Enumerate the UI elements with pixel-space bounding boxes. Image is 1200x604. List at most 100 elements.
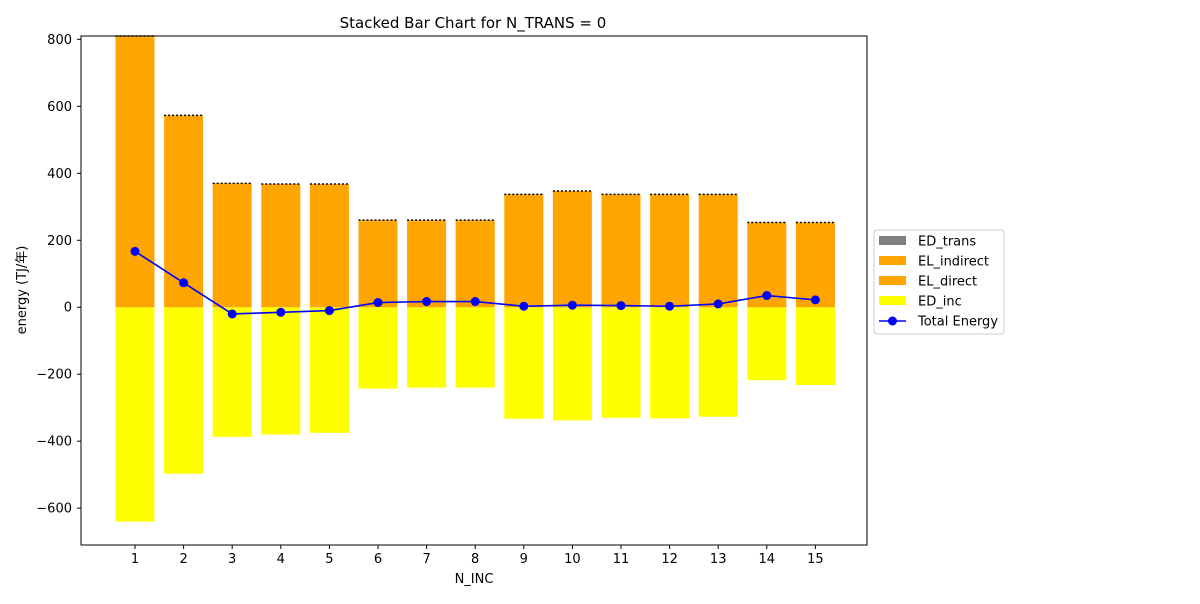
total-energy-point bbox=[810, 295, 820, 305]
x-tick-label: 10 bbox=[564, 552, 581, 567]
bar-ed-inc bbox=[504, 307, 544, 419]
x-tick-label: 1 bbox=[131, 552, 139, 567]
legend-label: ED_trans bbox=[918, 235, 976, 250]
bar-el-direct bbox=[261, 185, 301, 308]
total-energy-point bbox=[616, 301, 626, 311]
total-energy-point bbox=[130, 246, 140, 256]
bar-el-indirect bbox=[552, 191, 592, 193]
bar-el-direct bbox=[601, 195, 641, 308]
bar-el-indirect bbox=[504, 194, 544, 196]
legend-marker bbox=[888, 316, 897, 326]
x-tick-label: 15 bbox=[807, 552, 824, 567]
bar-ed-inc bbox=[164, 307, 204, 474]
bar-el-indirect bbox=[358, 220, 398, 222]
bar-ed-inc bbox=[309, 307, 349, 433]
bar-el-direct bbox=[407, 221, 447, 308]
x-tick-label: 9 bbox=[520, 552, 528, 567]
x-tick-label: 5 bbox=[325, 552, 333, 567]
bar-el-indirect bbox=[650, 194, 690, 196]
bar-el-direct bbox=[795, 223, 835, 308]
bar-el-indirect bbox=[407, 220, 447, 222]
bar-el-direct bbox=[455, 221, 495, 308]
bar-ed-inc bbox=[407, 307, 447, 388]
total-energy-point bbox=[227, 309, 237, 319]
x-tick-label: 7 bbox=[422, 552, 430, 567]
y-tick-label: −200 bbox=[36, 368, 72, 383]
bar-el-direct bbox=[552, 192, 592, 308]
bar-el-indirect bbox=[698, 194, 738, 196]
legend-swatch bbox=[879, 256, 906, 265]
total-energy-point bbox=[519, 301, 529, 311]
y-tick-label: 200 bbox=[47, 234, 72, 249]
legend-label: EL_indirect bbox=[918, 255, 989, 270]
bar-el-direct bbox=[650, 195, 690, 308]
bar-ed-inc bbox=[601, 307, 641, 418]
bar-el-direct bbox=[698, 195, 738, 308]
bar-el-direct bbox=[309, 185, 349, 308]
x-tick-label: 13 bbox=[710, 552, 727, 567]
plot-frame bbox=[80, 35, 868, 546]
bar-ed-inc bbox=[455, 307, 495, 388]
x-tick-label: 8 bbox=[471, 552, 479, 567]
bar-ed-inc bbox=[747, 307, 787, 381]
legend-label: EL_direct bbox=[918, 275, 977, 290]
x-tick-label: 11 bbox=[613, 552, 630, 567]
bar-ed-inc bbox=[698, 307, 738, 417]
bars-layer bbox=[115, 35, 835, 522]
y-tick-label: 400 bbox=[47, 167, 72, 182]
bar-el-indirect bbox=[115, 36, 155, 38]
legend-swatch bbox=[879, 276, 906, 285]
total-energy-point bbox=[470, 297, 480, 307]
x-tick-label: 3 bbox=[228, 552, 236, 567]
bar-ed-inc bbox=[552, 307, 592, 421]
bar-el-indirect bbox=[212, 183, 252, 185]
line-layer bbox=[130, 246, 820, 319]
bar-ed-inc bbox=[795, 307, 835, 385]
x-tick-label: 14 bbox=[759, 552, 776, 567]
total-energy-point bbox=[179, 278, 189, 288]
bar-el-indirect bbox=[747, 222, 787, 224]
total-energy-point bbox=[324, 306, 334, 316]
bar-el-direct bbox=[358, 221, 398, 308]
bar-ed-inc bbox=[212, 307, 252, 437]
total-energy-point bbox=[276, 307, 286, 317]
x-tick-label: 2 bbox=[179, 552, 187, 567]
total-energy-point bbox=[665, 301, 675, 311]
bar-el-indirect bbox=[795, 222, 835, 224]
bar-ed-inc bbox=[115, 307, 155, 522]
legend-swatch bbox=[879, 296, 906, 305]
bar-el-indirect bbox=[455, 220, 495, 222]
bar-el-direct bbox=[164, 116, 204, 308]
bar-ed-inc bbox=[650, 307, 690, 419]
y-tick-label: 0 bbox=[64, 301, 72, 316]
bar-el-indirect bbox=[309, 184, 349, 186]
total-energy-point bbox=[373, 298, 383, 308]
total-energy-point bbox=[567, 300, 577, 310]
legend-label: Total Energy bbox=[917, 315, 998, 330]
legend-swatch bbox=[879, 236, 906, 245]
bar-el-indirect bbox=[601, 194, 641, 196]
bar-ed-inc bbox=[261, 307, 301, 435]
x-tick-label: 12 bbox=[661, 552, 678, 567]
bar-el-direct bbox=[115, 37, 155, 308]
y-tick-label: −400 bbox=[36, 435, 72, 450]
bar-el-indirect bbox=[164, 115, 204, 117]
y-tick-label: 600 bbox=[47, 100, 72, 115]
y-axis-label: energy (TJ/年) bbox=[15, 246, 30, 335]
bar-el-direct bbox=[212, 184, 252, 308]
total-energy-point bbox=[762, 291, 772, 301]
y-tick-label: −600 bbox=[36, 502, 72, 517]
x-axis-label: N_INC bbox=[455, 572, 494, 587]
total-energy-point bbox=[713, 299, 723, 309]
x-tick-label: 6 bbox=[374, 552, 382, 567]
legend-label: ED_inc bbox=[918, 295, 962, 310]
legend-box bbox=[873, 229, 1005, 335]
total-energy-point bbox=[422, 297, 432, 307]
bar-el-indirect bbox=[261, 184, 301, 186]
bar-ed-inc bbox=[358, 307, 398, 389]
x-tick-label: 4 bbox=[277, 552, 285, 567]
bar-el-direct bbox=[504, 195, 544, 308]
